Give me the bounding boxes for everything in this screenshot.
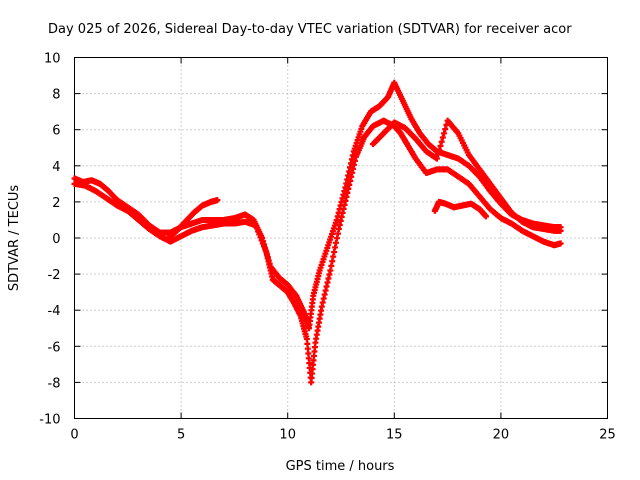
x-tick-label: 10 [279,428,296,443]
series-track-c [165,197,221,241]
x-tick-label: 0 [70,428,78,443]
data-point [214,197,221,204]
series-track-d [369,117,564,234]
data-point [437,142,444,149]
data-point [439,134,446,141]
series-track-e [431,198,489,220]
grid [74,57,608,419]
x-tick-label: 20 [493,428,510,443]
data-point [441,130,448,137]
data-point [436,147,443,154]
chart-title: Day 025 of 2026, Sidereal Day-to-day VTE… [48,22,572,37]
data-points [71,79,564,386]
y-tick-label: -8 [48,376,61,391]
y-tick-label: 8 [52,88,60,103]
y-tick-label: -2 [48,268,61,283]
x-tick-label: 25 [599,428,616,443]
y-tick-label: -6 [48,340,61,355]
y-tick-label: 4 [52,160,60,175]
x-tick-label: 5 [177,428,185,443]
data-point [557,240,564,247]
y-axis-label: SDTVAR / TECUs [7,185,22,292]
data-point [557,227,564,234]
x-tick-label: 15 [386,428,403,443]
series-track-a [71,117,564,386]
y-tick-label: -10 [39,413,60,428]
data-point [435,151,442,158]
y-tick-label: 6 [52,124,60,139]
y-tick-label: 0 [52,232,60,247]
x-axis-label: GPS time / hours [286,459,395,474]
plot-frame [74,57,608,419]
data-point [438,138,445,145]
data-point [433,155,440,162]
data-point [482,213,489,220]
y-tick-label: 2 [52,196,60,211]
data-point [442,126,449,133]
axis-ticks: 0 5 10 15 20 25 -10 -8 -6 -4 -2 0 2 4 6 8 10 [39,52,616,443]
y-tick-label: 10 [44,52,61,67]
y-tick-label: -4 [48,304,61,319]
